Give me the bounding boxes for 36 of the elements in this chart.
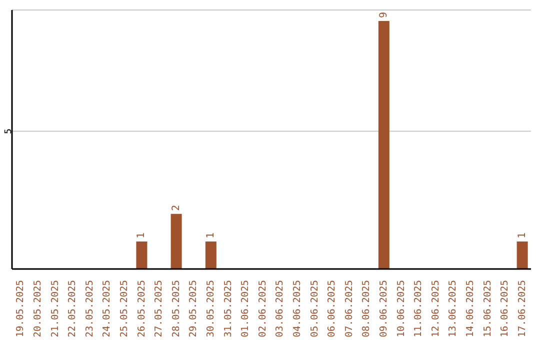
x-tick-label: 29.05.2025 <box>188 280 200 338</box>
y-tick-label: 5 <box>4 128 14 134</box>
x-tick-label: 11.06.2025 <box>413 280 424 338</box>
data-label: 1 <box>136 232 148 238</box>
x-tick-label: 01.06.2025 <box>240 280 252 338</box>
x-tick-label: 21.05.2025 <box>50 280 61 338</box>
x-tick-label: 30.05.2025 <box>205 280 216 338</box>
x-tick-label: 31.05.2025 <box>222 280 234 338</box>
x-tick-label: 16.06.2025 <box>500 280 511 338</box>
x-tick-label: 12.06.2025 <box>430 280 442 338</box>
x-tick-label: 05.06.2025 <box>309 280 320 338</box>
x-tick-label: 28.05.2025 <box>170 280 182 338</box>
x-tick-label: 20.05.2025 <box>32 280 44 338</box>
x-tick-label: 03.06.2025 <box>274 280 286 338</box>
x-tick-label: 27.05.2025 <box>154 280 165 338</box>
x-tick-label: 19.05.2025 <box>15 280 26 338</box>
x-tick-label: 02.06.2025 <box>257 280 268 338</box>
data-label: 1 <box>516 232 528 238</box>
x-tick-label: 24.05.2025 <box>102 280 113 338</box>
x-tick-label: 26.05.2025 <box>136 280 148 338</box>
x-tick-label: 09.06.2025 <box>378 280 390 338</box>
data-label: 1 <box>205 232 216 238</box>
x-tick-label: 06.06.2025 <box>326 280 338 338</box>
data-label: 2 <box>170 204 182 211</box>
x-tick-label: 17.06.2025 <box>516 280 528 338</box>
x-tick-label: 08.06.2025 <box>361 280 372 338</box>
x-tick-label: 07.06.2025 <box>344 280 355 338</box>
x-tick-label: 15.06.2025 <box>482 280 494 338</box>
x-tick-label: 04.06.2025 <box>292 280 303 338</box>
x-tick-label: 13.06.2025 <box>448 280 459 338</box>
x-tick-label: 14.06.2025 <box>464 280 476 338</box>
x-tick-label: 10.06.2025 <box>396 280 407 338</box>
data-label: 9 <box>378 12 390 18</box>
x-tick-label: 25.05.2025 <box>118 280 130 338</box>
x-tick-label: 22.05.2025 <box>67 280 78 338</box>
x-tick-label: 23.05.2025 <box>84 280 96 338</box>
